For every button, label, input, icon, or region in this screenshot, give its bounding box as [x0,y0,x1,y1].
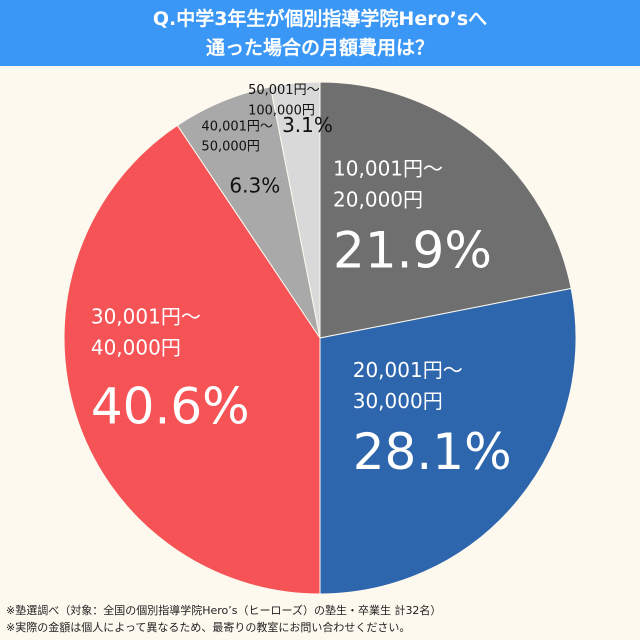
slice-range-label: 20,001円～ [353,358,463,382]
slice-range-label: 30,000円 [353,389,443,413]
footnotes: ※塾選調べ（対象：全国の個別指導学院Hero’s（ヒーローズ）の塾生・卒業生 計… [6,602,636,636]
slice-range-label: 30,001円～ [91,305,201,329]
slice-percent-label: 3.1% [282,113,333,137]
slice-percent-label: 21.9% [333,221,492,279]
slice-percent-label: 28.1% [353,423,512,481]
slice-range-label: 20,000円 [333,187,423,211]
footnote-survey: ※塾選調べ（対象：全国の個別指導学院Hero’s（ヒーローズ）の塾生・卒業生 計… [6,604,442,617]
chart-title-line-2: 通った場合の月額費用は？ [205,37,434,59]
slice-range-label: 40,001円～ [201,119,273,134]
slice-percent-label: 6.3% [229,173,280,197]
pie-slice [269,81,321,339]
slice-range-label: 40,000円 [91,336,181,360]
pie-slice [63,124,321,595]
slice-range-label: 50,000円 [201,140,260,155]
slice-range-label: 100,000円 [248,103,315,118]
footnote-disclaimer: ※実際の金額は個人によって異なるため、最寄りの教室にお問い合わせください。 [6,621,411,634]
chart-title: Q.中学3年生が個別指導学院Hero’sへ 通った場合の月額費用は？ [0,0,640,66]
pie-chart: 10,001円～ 20,000円 21.9% 20,001円～ 30,000円 28.1%… [63,81,577,595]
chart-title-line-1: Q.中学3年生が個別指導学院Hero’sへ [152,8,488,30]
pie-slice [319,81,572,339]
slice-range-label: 50,001円～ [248,83,320,98]
slice-range-label: 10,001円～ [333,156,443,180]
pie-slice [319,287,577,595]
slice-percent-label: 40.6% [91,378,250,436]
